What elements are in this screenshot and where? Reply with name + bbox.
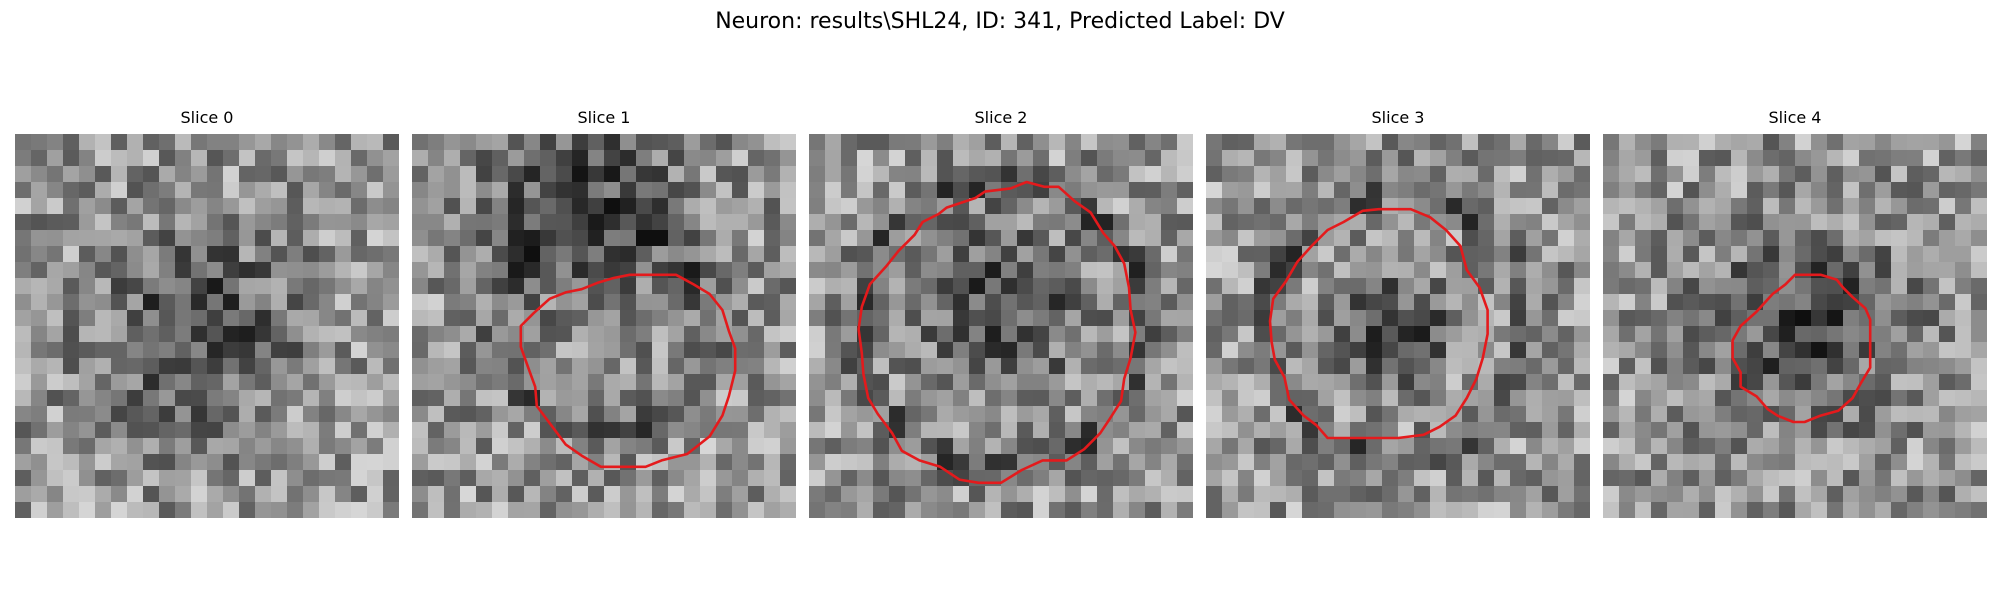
slice-image	[1206, 134, 1590, 518]
segmentation-contour	[1731, 273, 1872, 424]
slice-pixel-grid	[809, 134, 1193, 518]
slice-pixel-grid	[1206, 134, 1590, 518]
slice-pixel-grid	[412, 134, 796, 518]
slice-pixel-grid	[15, 134, 399, 518]
slice-image	[412, 134, 796, 518]
slice-panel-1: Slice 1	[412, 108, 796, 518]
slice-image	[809, 134, 1193, 518]
slice-title: Slice 4	[1768, 108, 1822, 127]
slice-panel-0: Slice 0	[15, 108, 399, 518]
figure-title: Neuron: results\SHL24, ID: 341, Predicte…	[715, 9, 1285, 34]
segmentation-contour	[1268, 207, 1489, 440]
slice-image	[1603, 134, 1987, 518]
slice-panel-3: Slice 3	[1206, 108, 1590, 518]
segmentation-contour	[519, 273, 737, 469]
slice-title: Slice 3	[1371, 108, 1425, 127]
slice-panel-4: Slice 4	[1603, 108, 1987, 518]
slice-title: Slice 2	[974, 108, 1028, 127]
segmentation-contour	[857, 180, 1137, 485]
slice-title: Slice 0	[180, 108, 234, 127]
slice-panel-2: Slice 2	[809, 108, 1193, 518]
slice-image	[15, 134, 399, 518]
slice-pixel-grid	[1603, 134, 1987, 518]
slice-title: Slice 1	[577, 108, 631, 127]
